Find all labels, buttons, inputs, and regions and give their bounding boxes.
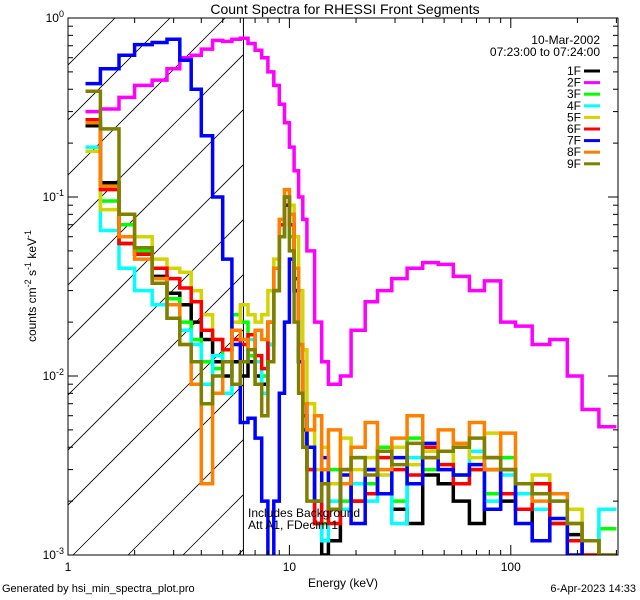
hatch-line (127, 439, 244, 555)
legend-label-8F: 8F (567, 145, 581, 159)
hatch-line (68, 274, 244, 451)
x-tick-label: 100 (501, 560, 521, 574)
y-tick-label: 10-2 (43, 367, 64, 383)
y-tick-base: 10 (43, 369, 57, 383)
y-tick-base: 10 (43, 548, 57, 562)
legend-label-9F: 9F (567, 157, 581, 171)
hatch-line (68, 109, 244, 286)
legend-label-6F: 6F (567, 122, 581, 136)
y-tick-label: 10-1 (43, 188, 64, 204)
legend-label-1F: 1F (567, 64, 581, 78)
hatch-line (72, 384, 244, 555)
series-group (85, 36, 617, 555)
time-range-label: 07:23:00 to 07:24:00 (490, 45, 600, 59)
series-line-9F (85, 89, 617, 555)
x-tick-label: 1 (65, 560, 72, 574)
annotation-attenuator: Att A1, FDecim 1 (248, 518, 338, 532)
y-tick-label: 100 (46, 9, 64, 25)
plot-frame (67, 17, 619, 556)
y-tick-exponent: -1 (56, 188, 64, 198)
legend-label-3F: 3F (567, 87, 581, 101)
hatch-line (68, 18, 226, 176)
y-tick-label: 10-3 (43, 546, 64, 562)
legend-label-4F: 4F (567, 99, 581, 113)
series-line-2F (85, 36, 617, 429)
y-tick-base: 10 (43, 190, 57, 204)
y-tick-exponent: 0 (59, 9, 64, 19)
hatch-line (68, 219, 244, 396)
y-tick-base: 10 (46, 11, 60, 25)
annotation-background: Includes Background (248, 506, 360, 520)
legend-label-2F: 2F (567, 76, 581, 90)
footer-timestamp: 6-Apr-2023 14:33 (550, 583, 636, 595)
date-label: 10-Mar-2002 (531, 33, 600, 47)
hatch-line (68, 329, 244, 506)
legend-label-5F: 5F (567, 110, 581, 124)
y-tick-exponent: -3 (56, 546, 64, 556)
y-tick-exponent: -2 (56, 367, 64, 377)
y-axis-label: counts cm-2 s-1 keV-1 (23, 230, 39, 342)
footer-generated-by: Generated by hsi_min_spectra_plot.pro (2, 583, 195, 595)
hatch-line (68, 18, 116, 66)
x-axis-label: Energy (keV) (308, 576, 378, 590)
legend-label-7F: 7F (567, 134, 581, 148)
chart-title: Count Spectra for RHESSI Front Segments (210, 1, 479, 17)
x-tick-label: 10 (283, 560, 297, 574)
